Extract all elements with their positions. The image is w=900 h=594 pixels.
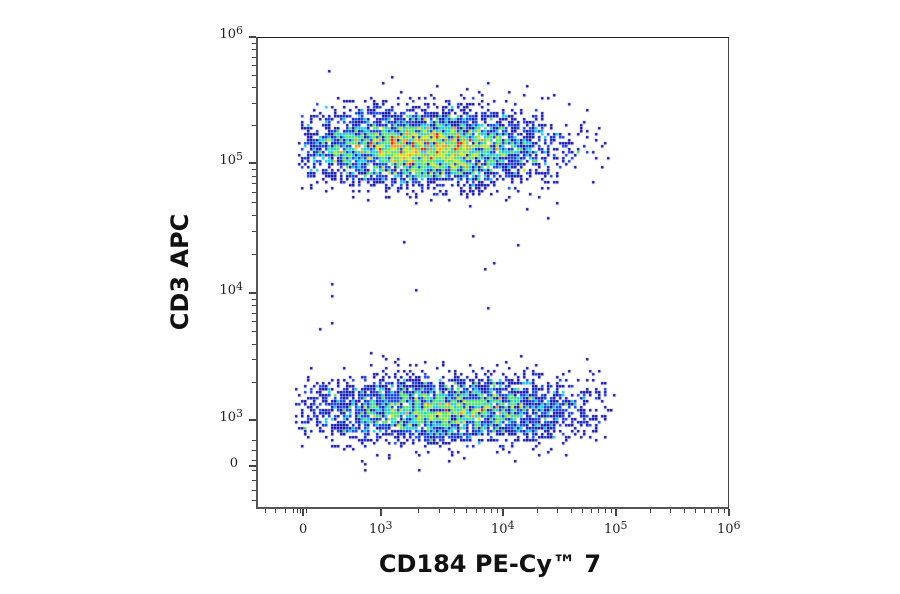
x-minor-tick bbox=[297, 509, 298, 513]
x-minor-tick bbox=[556, 509, 558, 513]
plot-frame bbox=[256, 37, 729, 509]
y-minor-tick bbox=[252, 253, 256, 255]
x-minor-tick bbox=[605, 509, 607, 513]
y-minor-tick bbox=[252, 331, 256, 333]
y-major-tick bbox=[249, 419, 256, 421]
y-minor-tick bbox=[252, 125, 256, 127]
x-minor-tick bbox=[684, 509, 686, 513]
y-minor-tick bbox=[252, 74, 256, 76]
x-minor-tick bbox=[491, 509, 493, 513]
y-minor-tick bbox=[252, 440, 256, 441]
y-major-tick bbox=[249, 292, 256, 294]
x-minor-tick bbox=[275, 509, 276, 513]
x-minor-tick bbox=[723, 509, 725, 513]
y-minor-tick bbox=[252, 168, 256, 170]
y-minor-tick bbox=[252, 343, 256, 345]
x-tick-label: 105 bbox=[604, 519, 628, 537]
y-minor-tick bbox=[252, 56, 256, 58]
y-major-tick bbox=[249, 36, 256, 38]
x-major-tick bbox=[380, 509, 382, 516]
x-minor-tick bbox=[293, 509, 294, 513]
y-minor-tick bbox=[252, 480, 256, 481]
y-minor-tick bbox=[252, 490, 256, 491]
x-minor-tick bbox=[581, 509, 583, 513]
y-axis-label: CD3 APC bbox=[166, 213, 194, 331]
y-major-tick bbox=[249, 465, 256, 467]
x-minor-tick bbox=[669, 509, 671, 513]
y-minor-tick bbox=[252, 214, 256, 216]
y-minor-tick bbox=[252, 298, 256, 300]
x-tick-label: 104 bbox=[491, 519, 515, 537]
y-minor-tick bbox=[252, 175, 256, 177]
x-minor-tick bbox=[454, 509, 456, 513]
x-major-tick bbox=[615, 509, 617, 516]
y-minor-tick bbox=[252, 230, 256, 232]
y-minor-tick bbox=[252, 42, 256, 44]
y-minor-tick bbox=[252, 500, 256, 501]
x-major-tick bbox=[728, 509, 730, 516]
x-axis-label: CD184 PE-Cy™ 7 bbox=[378, 550, 602, 578]
y-tick-label: 0 bbox=[229, 456, 238, 471]
x-minor-tick bbox=[703, 509, 705, 513]
y-minor-tick bbox=[252, 450, 256, 451]
x-tick-label: 106 bbox=[717, 519, 741, 537]
y-minor-tick bbox=[252, 202, 256, 204]
x-minor-tick bbox=[650, 509, 652, 513]
x-minor-tick bbox=[417, 509, 419, 513]
y-minor-tick bbox=[252, 312, 256, 314]
y-tick-label: 103 bbox=[219, 407, 243, 425]
y-tick-label: 106 bbox=[219, 24, 243, 42]
x-minor-tick bbox=[610, 509, 612, 513]
x-minor-tick bbox=[475, 509, 477, 513]
x-minor-tick bbox=[571, 509, 573, 513]
x-minor-tick bbox=[265, 509, 266, 513]
y-minor-tick bbox=[252, 183, 256, 185]
y-minor-tick bbox=[252, 470, 256, 471]
x-tick-label: 0 bbox=[299, 522, 308, 537]
y-minor-tick bbox=[252, 305, 256, 307]
y-minor-tick bbox=[252, 64, 256, 66]
x-minor-tick bbox=[306, 509, 307, 513]
y-tick-label: 105 bbox=[219, 150, 243, 168]
x-tick-label: 103 bbox=[369, 519, 393, 537]
y-minor-tick bbox=[252, 321, 256, 323]
y-minor-tick bbox=[252, 49, 256, 51]
x-minor-tick bbox=[598, 509, 600, 513]
x-minor-tick bbox=[497, 509, 499, 513]
x-minor-tick bbox=[484, 509, 486, 513]
x-minor-tick bbox=[285, 509, 286, 513]
y-minor-tick bbox=[252, 87, 256, 89]
y-minor-tick bbox=[252, 381, 256, 383]
y-minor-tick bbox=[252, 191, 256, 193]
y-major-tick bbox=[249, 162, 256, 164]
x-minor-tick bbox=[300, 509, 301, 513]
x-minor-tick bbox=[590, 509, 592, 513]
x-minor-tick bbox=[711, 509, 713, 513]
x-minor-tick bbox=[439, 509, 441, 513]
x-major-tick bbox=[502, 509, 504, 516]
y-tick-label: 104 bbox=[219, 280, 243, 298]
y-minor-tick bbox=[252, 460, 256, 461]
x-minor-tick bbox=[694, 509, 696, 513]
x-minor-tick bbox=[466, 509, 468, 513]
y-minor-tick bbox=[252, 102, 256, 104]
x-minor-tick bbox=[537, 509, 539, 513]
density-dot-plot-area bbox=[256, 37, 729, 509]
y-minor-tick bbox=[252, 359, 256, 361]
x-minor-tick bbox=[718, 509, 720, 513]
x-major-tick bbox=[302, 509, 304, 516]
